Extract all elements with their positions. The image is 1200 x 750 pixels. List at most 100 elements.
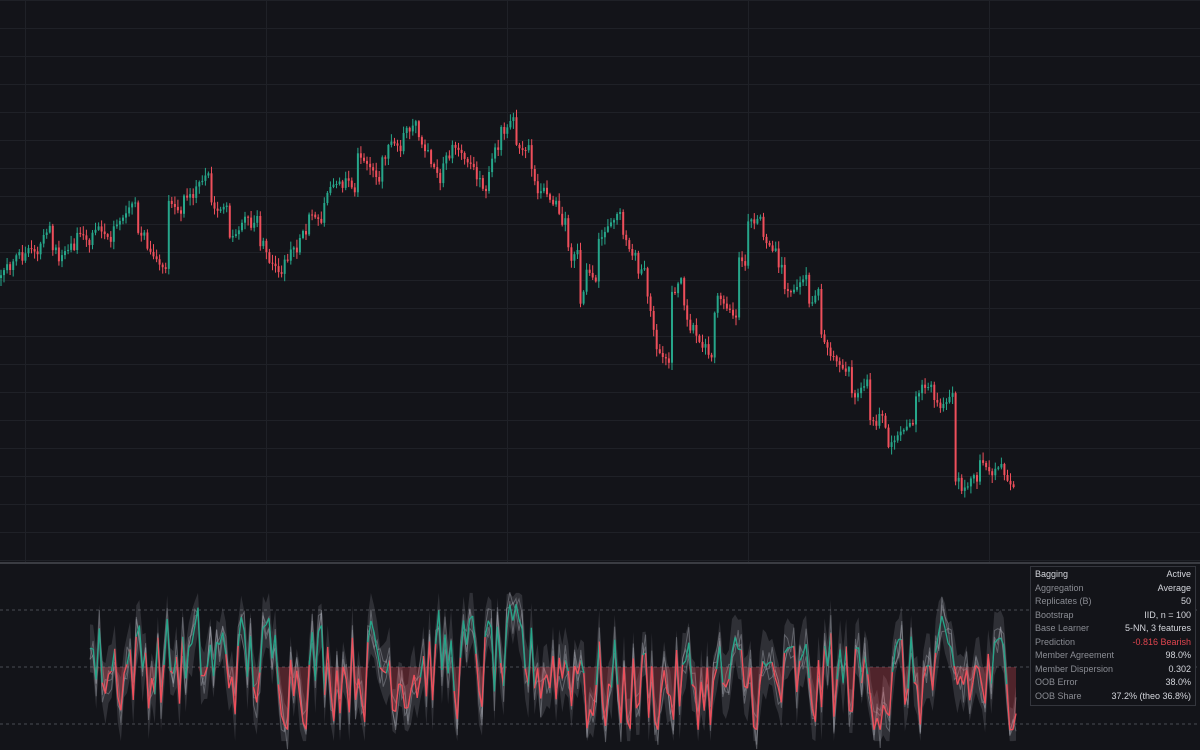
info-row-base-learner: Base Learner 5-NN, 3 features	[1031, 622, 1195, 636]
bull-candle	[878, 414, 880, 426]
bear-candle	[287, 260, 289, 261]
bear-candle	[982, 460, 984, 463]
bear-candle	[186, 196, 188, 198]
bull-candle	[601, 237, 603, 239]
bear-candle	[372, 167, 374, 170]
bull-candle	[290, 250, 292, 261]
bear-candle	[394, 142, 396, 144]
bull-candle	[451, 145, 453, 158]
bull-candle	[958, 478, 960, 482]
bear-candle	[400, 146, 402, 151]
bear-candle	[580, 250, 582, 304]
bull-candle	[415, 121, 417, 126]
bear-candle	[473, 164, 475, 167]
info-row-oob-share: OOB Share 37.2% (theo 36.8%)	[1031, 690, 1195, 704]
info-key: Prediction	[1035, 636, 1075, 650]
info-row-member-dispersion: Member Dispersion 0.302	[1031, 663, 1195, 677]
bull-candle	[55, 248, 57, 251]
bull-candle	[616, 214, 618, 220]
bull-candle	[577, 250, 579, 254]
bear-candle	[698, 336, 700, 342]
bear-candle	[824, 334, 826, 342]
bear-candle	[720, 296, 722, 299]
bear-candle	[991, 471, 993, 475]
bull-candle	[692, 325, 694, 330]
bear-candle	[366, 161, 368, 164]
bear-candle	[9, 264, 11, 270]
bull-candle	[607, 226, 609, 232]
bull-candle	[284, 260, 286, 274]
bear-candle	[790, 291, 792, 292]
bear-candle	[150, 249, 152, 252]
bear-candle	[955, 393, 957, 481]
bear-candle	[363, 158, 365, 161]
bull-candle	[46, 233, 48, 236]
bull-candle	[6, 264, 8, 270]
bull-candle	[512, 117, 514, 121]
bear-candle	[104, 232, 106, 235]
bear-candle	[156, 256, 158, 259]
bear-candle	[772, 245, 774, 251]
bear-candle	[73, 244, 75, 250]
bull-candle	[238, 230, 240, 234]
bull-candle	[339, 182, 341, 185]
bull-candle	[738, 257, 740, 317]
bull-candle	[583, 292, 585, 304]
bear-candle	[522, 148, 524, 150]
bear-candle	[79, 233, 81, 234]
bull-candle	[113, 226, 115, 242]
bear-candle	[162, 265, 164, 268]
bear-candle	[421, 137, 423, 144]
bear-candle	[689, 320, 691, 331]
info-key: Bootstrap	[1035, 609, 1074, 623]
bull-candle	[500, 127, 502, 150]
bear-candle	[217, 209, 219, 211]
bear-candle	[784, 265, 786, 289]
info-key: Base Learner	[1035, 622, 1089, 636]
bear-candle	[631, 249, 633, 256]
bull-candle	[70, 244, 72, 250]
bull-candle	[543, 188, 545, 191]
bull-candle	[927, 387, 929, 388]
bear-candle	[82, 234, 84, 235]
bull-candle	[256, 216, 258, 223]
bull-candle	[479, 178, 481, 179]
bull-candle	[644, 268, 646, 269]
bear-candle	[317, 217, 319, 219]
bear-candle	[549, 194, 551, 200]
bear-candle	[708, 344, 710, 355]
bull-candle	[131, 204, 133, 208]
info-row-prediction: Prediction -0.816 Bearish	[1031, 636, 1195, 650]
bull-candle	[857, 393, 859, 397]
bear-candle	[665, 357, 667, 358]
info-row-aggregation: Aggregation Average	[1031, 582, 1195, 596]
bear-candle	[296, 248, 298, 253]
bear-candle	[482, 178, 484, 189]
bear-candle	[140, 233, 142, 236]
bull-candle	[619, 212, 621, 214]
info-value: 50	[1181, 595, 1191, 609]
bear-candle	[650, 297, 652, 312]
info-row-replicates: Replicates (B) 50	[1031, 595, 1195, 609]
aggregate-line-segment	[899, 639, 902, 640]
bear-candle	[787, 289, 789, 291]
bull-candle	[293, 248, 295, 250]
bull-candle	[586, 270, 588, 292]
bear-candle	[351, 181, 353, 188]
bull-candle	[345, 178, 347, 188]
info-value: 98.0%	[1165, 649, 1191, 663]
bull-candle	[921, 385, 923, 394]
bear-candle	[192, 194, 194, 198]
bull-candle	[299, 238, 301, 252]
bear-candle	[159, 259, 161, 264]
bull-candle	[387, 145, 389, 159]
bull-candle	[49, 226, 51, 233]
bear-candle	[808, 275, 810, 304]
bear-candle	[34, 249, 36, 251]
bull-candle	[168, 201, 170, 269]
bull-candle	[232, 236, 234, 238]
bear-candle	[827, 342, 829, 347]
bear-candle	[744, 261, 746, 266]
